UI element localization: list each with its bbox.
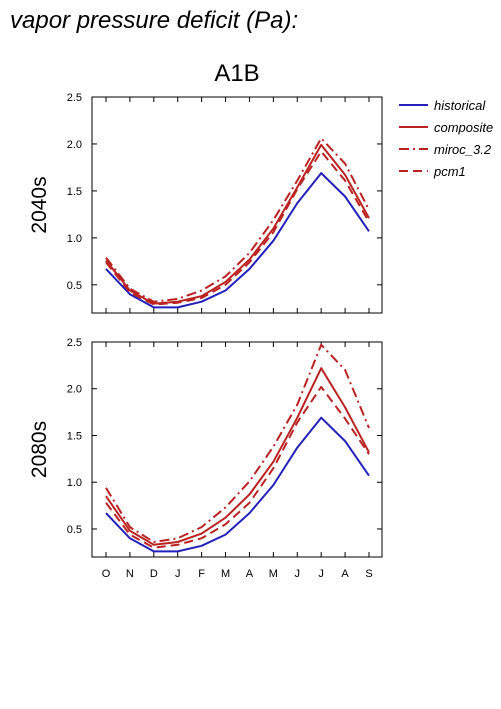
legend-label-pcm1: pcm1: [433, 164, 466, 179]
legend-label-composite: composite: [434, 120, 493, 135]
y-tick-label: 0.5: [67, 524, 82, 536]
y-tick-label: 0.5: [67, 280, 82, 292]
plot-frame: [91, 96, 383, 314]
y-tick-label: 1.5: [67, 186, 82, 198]
series-line-miroc_3.2: [105, 343, 370, 543]
y-tick-label: 1.0: [67, 233, 82, 245]
x-tick-label: A: [341, 568, 349, 580]
y-tick-label: 1.0: [67, 477, 82, 489]
y-tick-label: 2.0: [67, 384, 82, 396]
series-line-pcm1: [105, 385, 370, 549]
panel-label: 2080s: [28, 421, 51, 478]
chart-panels: 2.5 2.0 1.5 1.0 0.5 2040s 2.5 2.0 1.5 1.0 0.5 O N D J F…: [28, 92, 383, 580]
panel-2040s: 2.5 2.0 1.5 1.0 0.5 2040s: [28, 92, 383, 314]
x-tick-label: J: [295, 568, 301, 580]
x-tick-label: J: [175, 568, 181, 580]
scenario-title: A1B: [214, 60, 259, 87]
x-tick-label: A: [246, 568, 254, 580]
page-title: vapor pressure deficit (Pa):: [10, 7, 299, 34]
series-line-composite: [105, 367, 370, 546]
x-tick-label: M: [269, 568, 278, 580]
y-tick-label: 1.5: [67, 430, 82, 442]
x-tick-label: O: [102, 568, 111, 580]
y-tick-label: 2.0: [67, 139, 82, 151]
x-tick-label: M: [221, 568, 230, 580]
plot-frame: [91, 341, 383, 558]
legend-label-historical: historical: [434, 98, 486, 113]
series-line-pcm1: [105, 150, 370, 306]
x-tick-label: N: [126, 568, 134, 580]
legend: historical composite miroc_3.2 pcm1: [399, 98, 493, 179]
legend-label-miroc_3.2: miroc_3.2: [434, 142, 492, 157]
panel-2080s: 2.5 2.0 1.5 1.0 0.5 O N D J F M A M J J A S 2080s: [28, 337, 383, 580]
panel-label: 2040s: [28, 176, 51, 233]
y-tick-label: 2.5: [67, 337, 82, 349]
series-line-historical: [105, 172, 370, 309]
x-tick-label: S: [365, 568, 372, 580]
y-tick-label: 2.5: [67, 92, 82, 104]
x-tick-label: F: [198, 568, 205, 580]
series-line-historical: [105, 416, 370, 553]
x-tick-label: J: [318, 568, 324, 580]
x-tick-label: D: [150, 568, 158, 580]
series-line-miroc_3.2: [105, 137, 370, 303]
